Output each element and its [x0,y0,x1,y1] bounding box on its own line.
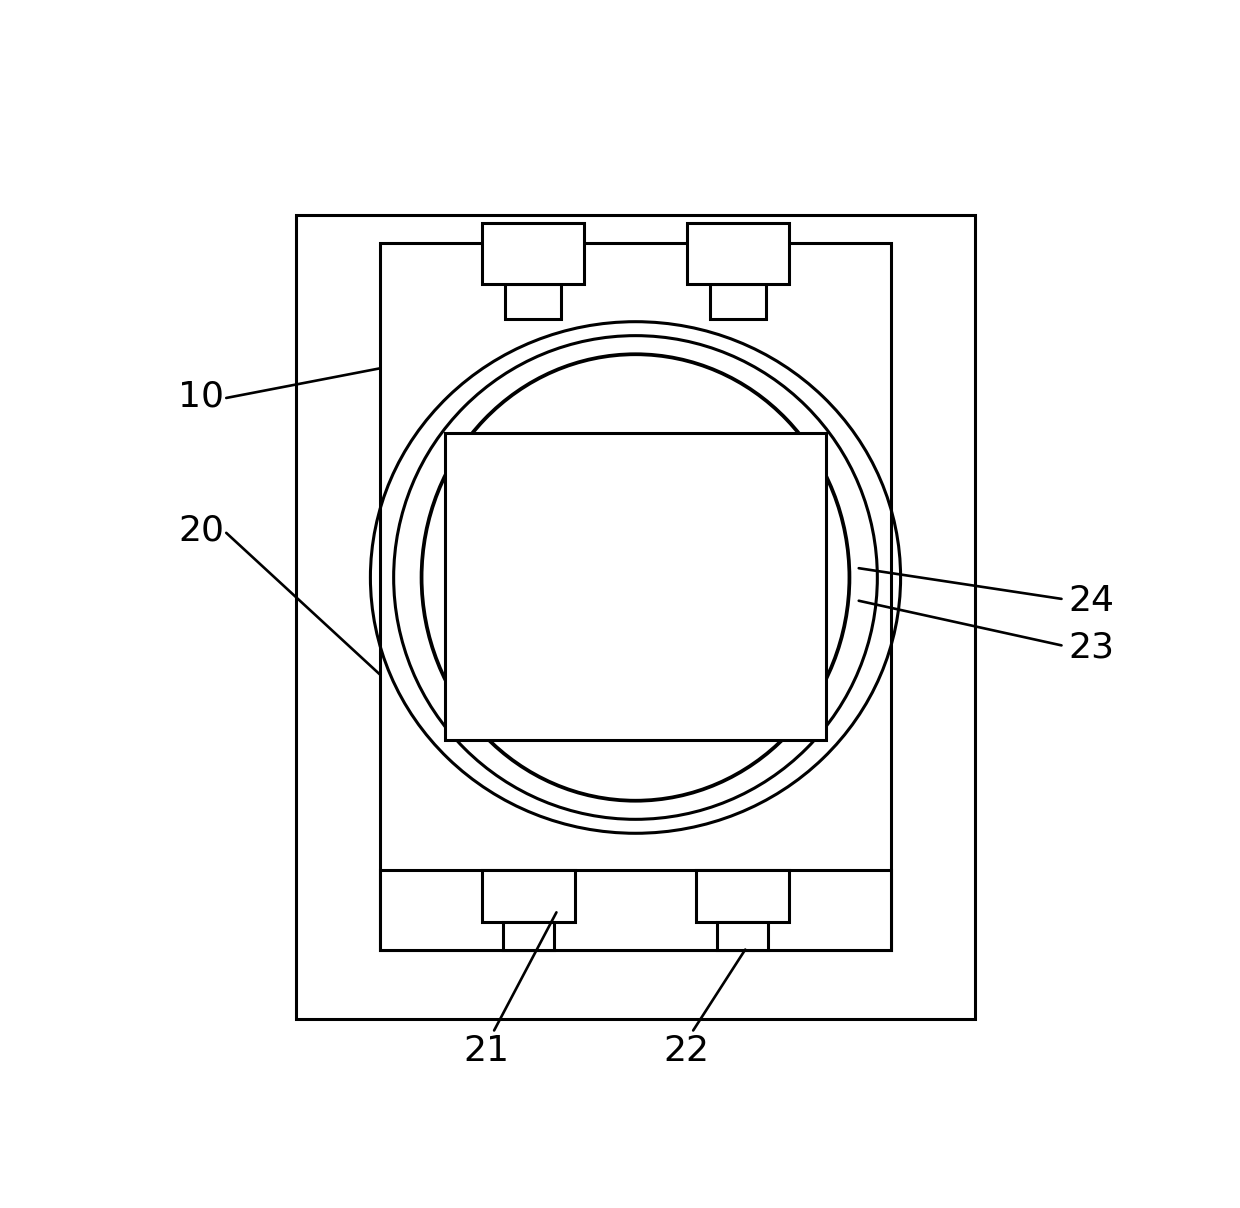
Bar [503,922,554,949]
Text: 21: 21 [464,1034,510,1068]
Text: 24: 24 [1068,583,1114,617]
Text: 23: 23 [1068,631,1114,664]
Bar [696,871,789,922]
Bar [505,284,560,319]
Bar [379,871,892,949]
Bar [445,434,826,741]
Bar [482,871,575,922]
Bar [717,922,768,949]
Bar [687,223,789,284]
Text: 22: 22 [663,1034,709,1068]
Bar [296,215,975,1020]
Bar [379,243,892,949]
Bar [711,284,766,319]
Text: 10: 10 [179,379,224,413]
Text: 20: 20 [179,513,224,548]
Bar [482,223,584,284]
